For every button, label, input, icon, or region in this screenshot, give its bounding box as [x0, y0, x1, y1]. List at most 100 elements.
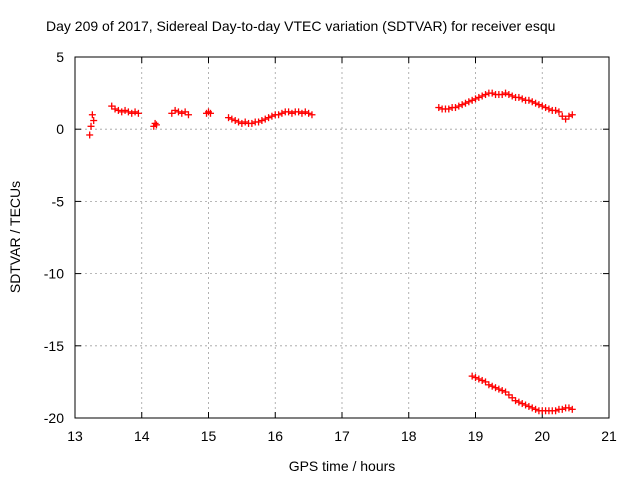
data-point — [468, 372, 476, 380]
data-point — [118, 108, 126, 116]
x-tick-label: 14 — [134, 428, 150, 444]
data-point — [235, 118, 243, 126]
grid-lines — [75, 57, 609, 418]
data-point — [492, 384, 500, 392]
data-point — [518, 400, 526, 408]
chart-title: Day 209 of 2017, Sidereal Day-to-day VTE… — [46, 18, 555, 34]
data-point — [241, 118, 249, 126]
x-tick-label: 17 — [334, 428, 350, 444]
data-point — [468, 96, 476, 104]
data-point — [532, 99, 540, 107]
data-point — [275, 111, 283, 119]
data-point — [435, 104, 443, 112]
data-point — [528, 98, 536, 106]
data-point — [518, 95, 526, 103]
data-point — [152, 121, 160, 129]
data-point — [485, 381, 493, 389]
data-point — [128, 109, 136, 117]
data-point — [278, 109, 286, 117]
data-point — [131, 108, 139, 116]
data-point — [505, 91, 513, 99]
data-point — [285, 108, 293, 116]
data-point — [488, 89, 496, 97]
data-point — [225, 114, 233, 122]
data-point — [268, 112, 276, 120]
data-point — [124, 108, 132, 116]
data-point — [228, 115, 236, 123]
x-tick-label: 21 — [601, 428, 617, 444]
y-tick-label: -5 — [52, 193, 65, 209]
data-point — [568, 111, 576, 119]
data-point — [114, 106, 122, 114]
data-point — [308, 111, 316, 119]
data-point — [178, 109, 186, 117]
data-point — [288, 109, 296, 117]
x-axis-label: GPS time / hours — [289, 458, 396, 474]
data-point — [295, 108, 303, 116]
data-point — [458, 101, 466, 109]
data-point — [305, 109, 313, 117]
y-tick-label: 5 — [56, 49, 64, 65]
y-tick-label: 0 — [56, 121, 64, 137]
data-point — [525, 96, 533, 104]
data-point — [542, 104, 550, 112]
x-tick-label: 18 — [401, 428, 417, 444]
data-point — [171, 106, 179, 114]
data-point — [451, 104, 459, 112]
data-point — [265, 114, 273, 122]
data-point — [465, 98, 473, 106]
data-point — [90, 117, 98, 125]
data-point — [532, 405, 540, 413]
data-point — [472, 374, 479, 382]
data-point — [255, 118, 263, 126]
data-point — [525, 402, 533, 410]
data-point — [522, 401, 530, 409]
x-tick-label: 15 — [201, 428, 217, 444]
data-point — [565, 404, 573, 412]
data-point — [565, 112, 573, 120]
data-point — [488, 382, 496, 390]
data-point — [111, 105, 119, 113]
data-point — [461, 99, 469, 107]
y-tick-label: -10 — [44, 266, 64, 282]
data-point — [174, 108, 182, 116]
axis-ticks: 13 14 15 16 17 18 19 20 21 -20 -15 -10 -5 0 5 — [44, 49, 617, 444]
y-tick-label: -15 — [44, 338, 64, 354]
data-point — [88, 111, 96, 119]
data-point — [552, 407, 560, 415]
data-point — [184, 111, 192, 119]
data-point — [568, 405, 576, 413]
data-point — [298, 109, 306, 117]
data-point — [478, 92, 486, 100]
data-point — [301, 108, 309, 116]
data-point — [515, 93, 523, 101]
data-point — [475, 375, 483, 383]
data-point — [87, 122, 95, 130]
y-tick-label: -20 — [44, 410, 64, 426]
data-point — [498, 387, 506, 395]
data-point — [445, 105, 453, 113]
data-point — [472, 95, 479, 103]
data-point — [261, 115, 269, 123]
data-point — [502, 89, 510, 97]
data-point — [555, 108, 563, 116]
data-point — [508, 92, 516, 100]
data-point — [238, 119, 246, 127]
data-point — [512, 397, 520, 405]
data-point — [528, 404, 536, 412]
data-point — [86, 131, 94, 139]
x-tick-label: 13 — [67, 428, 83, 444]
data-point — [258, 117, 266, 125]
data-point — [478, 376, 486, 384]
data-point — [498, 91, 506, 99]
data-point — [134, 109, 142, 117]
data-point — [535, 101, 543, 109]
x-tick-label: 16 — [267, 428, 283, 444]
data-point — [552, 106, 560, 114]
data-point — [475, 93, 483, 101]
data-point — [538, 102, 546, 110]
x-tick-label: 20 — [534, 428, 550, 444]
data-point — [248, 119, 256, 127]
data-point — [231, 117, 239, 125]
